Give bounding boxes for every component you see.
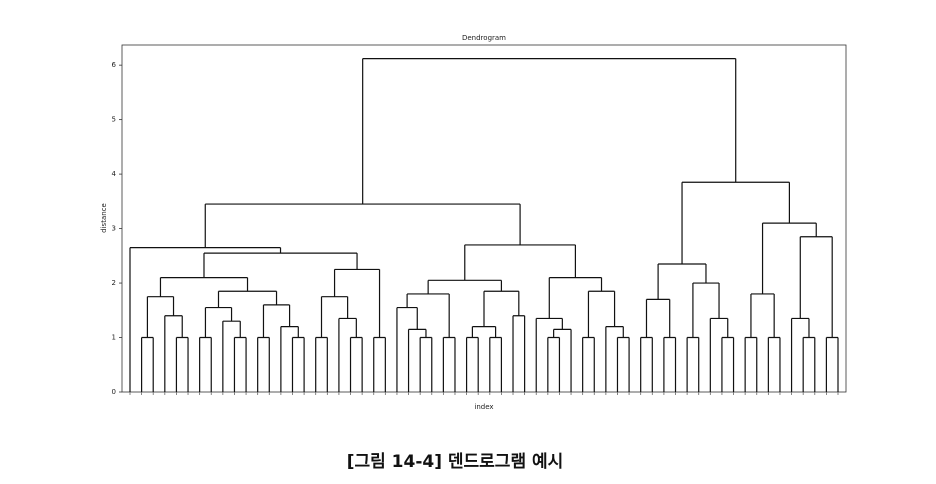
link (442, 336, 456, 392)
figure-caption: [그림 14-4] 덴드로그램 예시 (347, 452, 564, 472)
link (233, 336, 247, 392)
link (204, 203, 521, 248)
link (767, 336, 781, 392)
link (548, 277, 603, 319)
link (291, 336, 305, 392)
link (663, 336, 677, 392)
link (262, 304, 291, 338)
link (222, 320, 241, 392)
link (657, 263, 707, 300)
link (692, 282, 720, 338)
link (373, 336, 386, 392)
link (587, 290, 616, 338)
link (146, 296, 175, 338)
link (141, 336, 154, 392)
link (645, 298, 671, 338)
link (362, 58, 737, 205)
x-axis-label: index (474, 403, 493, 411)
link (582, 336, 595, 392)
link (204, 306, 233, 338)
link (427, 279, 503, 294)
link (512, 315, 526, 392)
link (280, 326, 299, 392)
y-tick-label: 4 (112, 170, 117, 178)
link (799, 236, 833, 338)
link (406, 293, 450, 338)
link (790, 317, 810, 392)
link (257, 336, 270, 392)
link (825, 336, 839, 392)
link (396, 306, 418, 392)
link (315, 336, 328, 392)
link (199, 336, 212, 392)
y-tick-label: 1 (112, 334, 116, 342)
y-tick-label: 5 (112, 116, 116, 124)
link (750, 293, 775, 338)
link (535, 317, 563, 392)
chart-title: Dendrogram (462, 34, 506, 42)
link (483, 290, 520, 327)
link (761, 222, 817, 294)
link (129, 247, 282, 392)
link (164, 315, 183, 392)
y-tick-label: 3 (112, 225, 116, 233)
link (464, 244, 577, 281)
link (489, 336, 503, 392)
plot-frame (121, 44, 847, 393)
link (605, 326, 624, 392)
link (333, 268, 381, 338)
link (721, 336, 735, 392)
link (802, 336, 816, 392)
link (709, 317, 729, 392)
link (320, 296, 349, 338)
link (217, 290, 278, 308)
link (349, 336, 363, 392)
y-tick-label: 6 (112, 61, 117, 69)
link (616, 336, 630, 392)
link (159, 277, 249, 297)
link (175, 336, 189, 392)
link (547, 336, 561, 392)
link (419, 336, 433, 392)
y-tick-label: 2 (112, 279, 116, 287)
y-axis-label: distance (100, 203, 108, 233)
link (686, 336, 700, 392)
link (553, 328, 572, 392)
link (471, 326, 497, 338)
link (640, 336, 653, 392)
link (465, 336, 479, 392)
link (681, 181, 790, 264)
link (407, 328, 427, 392)
link (338, 317, 357, 392)
y-tick-label: 0 (112, 388, 116, 396)
link (744, 336, 758, 392)
